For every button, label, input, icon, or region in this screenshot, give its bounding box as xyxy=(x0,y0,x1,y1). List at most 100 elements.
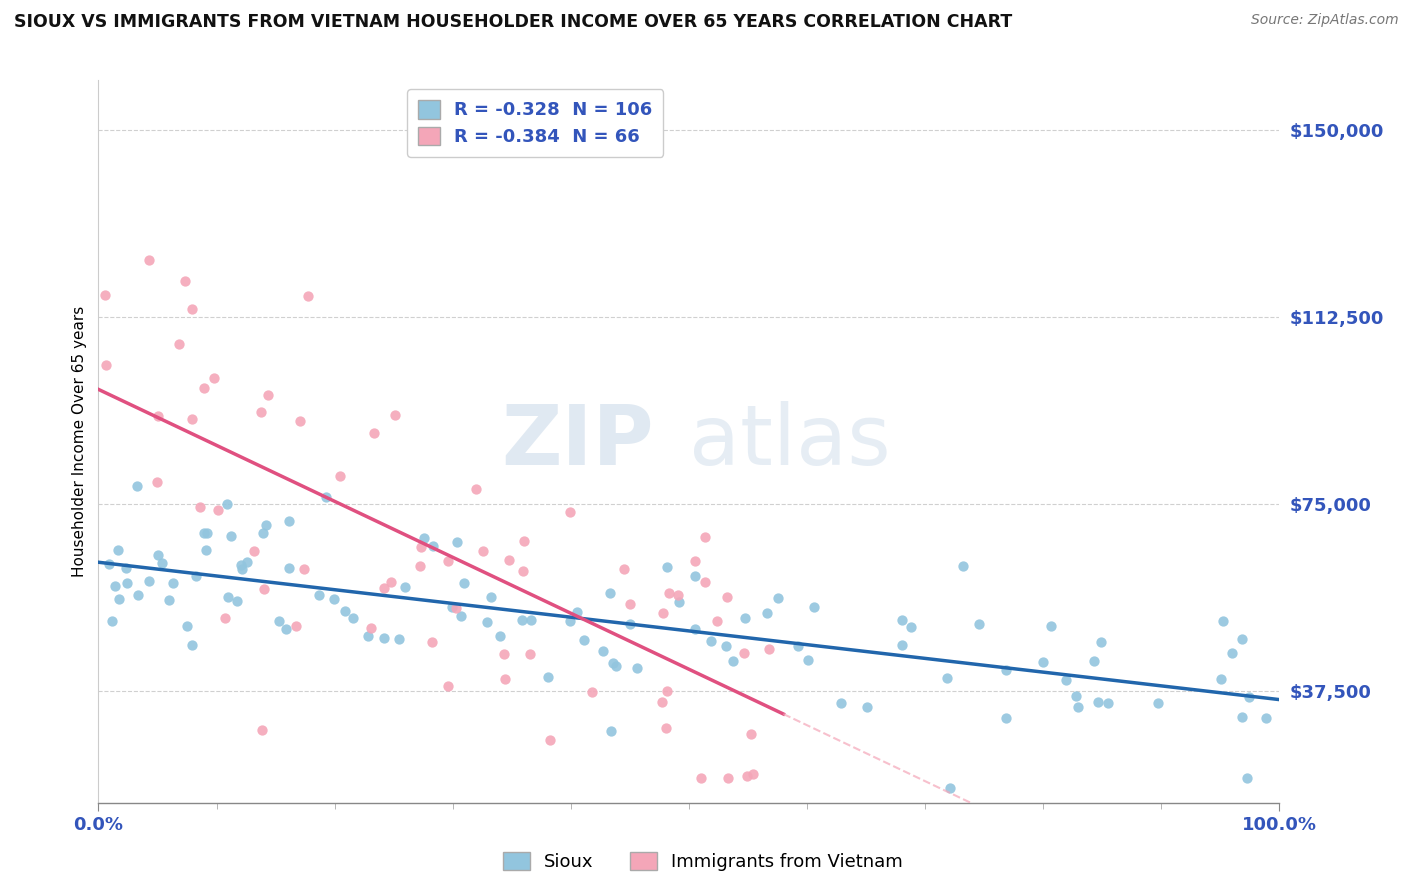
Point xyxy=(803,599,825,614)
Point xyxy=(605,658,627,673)
Point xyxy=(231,558,253,572)
Point xyxy=(1230,710,1253,724)
Point xyxy=(1039,619,1062,633)
Point xyxy=(107,543,129,558)
Point xyxy=(994,663,1017,677)
Point xyxy=(626,660,648,674)
Point xyxy=(373,631,395,645)
Point xyxy=(488,629,510,643)
Point xyxy=(101,614,124,628)
Point xyxy=(115,575,138,590)
Point xyxy=(202,371,225,385)
Point xyxy=(384,408,406,422)
Point xyxy=(127,588,149,602)
Point xyxy=(94,359,117,373)
Point xyxy=(146,548,169,562)
Point xyxy=(685,622,707,636)
Point xyxy=(219,529,242,543)
Point xyxy=(494,672,516,686)
Point xyxy=(733,646,755,660)
Point xyxy=(717,771,740,785)
Point xyxy=(655,722,678,736)
Point xyxy=(169,336,191,351)
Point xyxy=(1064,690,1087,704)
Point xyxy=(690,771,713,785)
Point xyxy=(830,696,852,710)
Point xyxy=(450,609,472,624)
Point xyxy=(619,598,641,612)
Point xyxy=(766,591,789,605)
Point xyxy=(174,274,197,288)
Point xyxy=(706,614,728,628)
Point xyxy=(253,582,276,596)
Point xyxy=(294,562,316,576)
Point xyxy=(363,426,385,441)
Point xyxy=(195,542,218,557)
Point xyxy=(519,648,541,662)
Point xyxy=(651,607,673,621)
Point xyxy=(1090,635,1112,649)
Point xyxy=(952,558,974,573)
Text: ZIP: ZIP xyxy=(501,401,654,482)
Point xyxy=(734,611,756,625)
Point xyxy=(217,590,239,604)
Point xyxy=(699,633,721,648)
Point xyxy=(716,590,738,604)
Point xyxy=(380,574,402,589)
Point xyxy=(581,685,603,699)
Point xyxy=(1087,695,1109,709)
Point xyxy=(1230,632,1253,646)
Point xyxy=(1083,654,1105,668)
Point xyxy=(394,580,416,594)
Point xyxy=(758,642,780,657)
Point xyxy=(723,654,745,668)
Point xyxy=(1209,672,1232,686)
Point xyxy=(513,533,536,548)
Point xyxy=(278,514,301,528)
Text: Source: ZipAtlas.com: Source: ZipAtlas.com xyxy=(1251,13,1399,28)
Point xyxy=(215,497,238,511)
Legend: Sioux, Immigrants from Vietnam: Sioux, Immigrants from Vietnam xyxy=(495,845,911,879)
Point xyxy=(388,632,411,647)
Point xyxy=(250,404,273,418)
Point xyxy=(254,517,277,532)
Point xyxy=(342,611,364,625)
Point xyxy=(357,629,380,643)
Point xyxy=(308,588,330,602)
Point xyxy=(285,619,308,633)
Point xyxy=(756,606,779,620)
Point xyxy=(150,557,173,571)
Point xyxy=(666,589,689,603)
Point xyxy=(453,576,475,591)
Point xyxy=(104,579,127,593)
Point xyxy=(1054,673,1077,687)
Point xyxy=(1212,614,1234,628)
Point xyxy=(193,525,215,540)
Point xyxy=(537,670,560,684)
Point xyxy=(668,595,690,609)
Point xyxy=(138,253,160,268)
Point xyxy=(538,732,561,747)
Point xyxy=(146,475,169,489)
Point xyxy=(613,562,636,576)
Point xyxy=(1032,656,1054,670)
Point xyxy=(1254,711,1277,725)
Point xyxy=(558,615,581,629)
Point xyxy=(436,554,458,568)
Point xyxy=(138,574,160,588)
Point xyxy=(592,644,614,658)
Point xyxy=(1147,696,1170,710)
Point xyxy=(498,552,520,566)
Point xyxy=(560,505,582,519)
Point xyxy=(207,503,229,517)
Point xyxy=(373,581,395,595)
Point xyxy=(683,569,706,583)
Point xyxy=(693,530,716,544)
Y-axis label: Householder Income Over 65 years: Householder Income Over 65 years xyxy=(72,306,87,577)
Point xyxy=(939,780,962,795)
Point xyxy=(195,525,218,540)
Point xyxy=(510,613,533,627)
Point xyxy=(184,569,207,583)
Point xyxy=(655,684,678,698)
Point xyxy=(214,611,236,625)
